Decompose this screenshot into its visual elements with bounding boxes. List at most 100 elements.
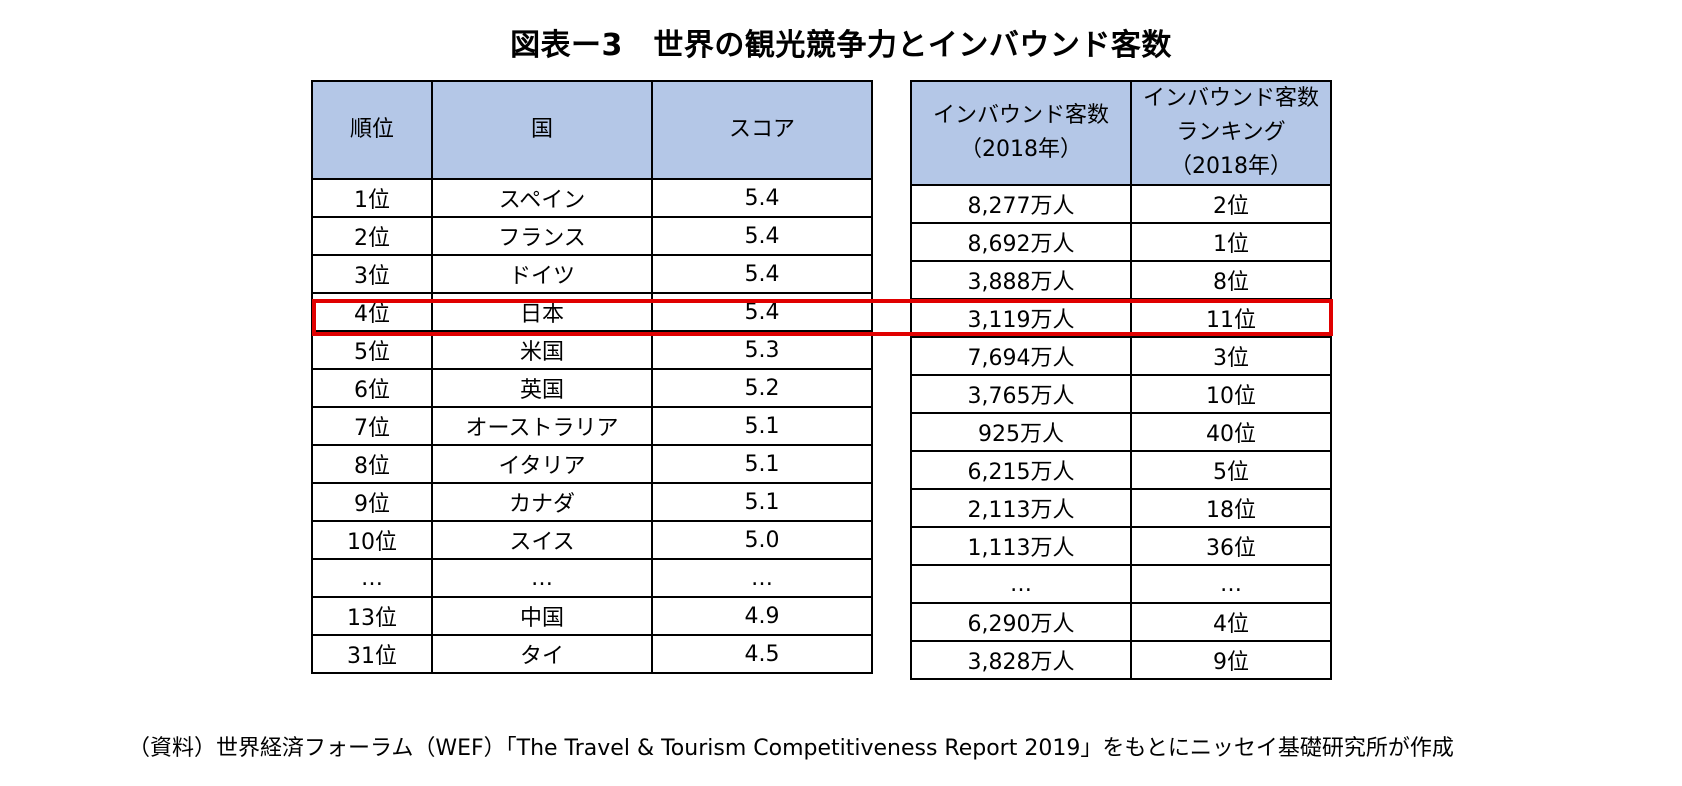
table-cell: … — [311, 558, 433, 598]
column-header: スコア — [651, 80, 873, 180]
table-cell: スイス — [431, 520, 653, 560]
table-cell: 米国 — [431, 330, 653, 370]
column-header: インバウンド客数 ランキング （2018年） — [1130, 80, 1332, 186]
table-row: 7位 オーストラリア 5.1 — [311, 406, 873, 446]
table-cell: 3,888万人 — [910, 260, 1132, 300]
table-row: 3,765万人 10位 — [910, 374, 1332, 414]
table-cell: … — [1130, 564, 1332, 604]
table-cell: 英国 — [431, 368, 653, 408]
table-cell: … — [651, 558, 873, 598]
table-cell: 4位 — [1130, 602, 1332, 642]
table-cell: フランス — [431, 216, 653, 256]
table-cell: 1,113万人 — [910, 526, 1132, 566]
table-row: 4位 日本 5.4 — [311, 292, 873, 332]
table-cell: 5.4 — [651, 292, 873, 332]
table-row: 1,113万人 36位 — [910, 526, 1332, 566]
table-row: 13位 中国 4.9 — [311, 596, 873, 636]
table-row: 3,888万人 8位 — [910, 260, 1332, 300]
table-row: 3,828万人 9位 — [910, 640, 1332, 680]
table-cell: 5.1 — [651, 444, 873, 484]
table-row: 10位 スイス 5.0 — [311, 520, 873, 560]
table-row: 3,119万人 11位 — [910, 298, 1332, 338]
table-row: 6,290万人 4位 — [910, 602, 1332, 642]
figure-title: 図表ー3 世界の観光競争力とインバウンド客数 — [510, 28, 1172, 63]
table-cell: 3,765万人 — [910, 374, 1132, 414]
source-note: （資料）世界経済フォーラム（WEF）「The Travel & Tourism … — [128, 736, 1454, 761]
table-cell: 1位 — [1130, 222, 1332, 262]
table-cell: オーストラリア — [431, 406, 653, 446]
table-cell: イタリア — [431, 444, 653, 484]
table-row: 5位 米国 5.3 — [311, 330, 873, 370]
table-row: 3位 ドイツ 5.4 — [311, 254, 873, 294]
table-cell: … — [910, 564, 1132, 604]
table-cell: スペイン — [431, 178, 653, 218]
table-row: 8位 イタリア 5.1 — [311, 444, 873, 484]
table-cell: 4位 — [311, 292, 433, 332]
table-cell: 3位 — [311, 254, 433, 294]
table-cell: 5.4 — [651, 178, 873, 218]
competitiveness-table: 順位国スコア 1位 スペイン 5.4 2位 フランス 5.4 3位 ドイツ 5.4 4位 日本 5.4 5… — [311, 80, 873, 674]
table-cell: 8,277万人 — [910, 184, 1132, 224]
table-cell: 925万人 — [910, 412, 1132, 452]
table-row: 7,694万人 3位 — [910, 336, 1332, 376]
table-cell: 日本 — [431, 292, 653, 332]
table-row: 8,692万人 1位 — [910, 222, 1332, 262]
table-cell: 4.5 — [651, 634, 873, 674]
table-row: 9位 カナダ 5.1 — [311, 482, 873, 522]
column-header-line: インバウンド客数 — [1142, 86, 1319, 111]
table-cell: 5.1 — [651, 406, 873, 446]
column-header: インバウンド客数 （2018年） — [910, 80, 1132, 186]
table-cell: 6,215万人 — [910, 450, 1132, 490]
table-cell: 6位 — [311, 368, 433, 408]
table-cell: 9位 — [311, 482, 433, 522]
table-cell: ドイツ — [431, 254, 653, 294]
table-cell: 10位 — [311, 520, 433, 560]
table-cell: 5.1 — [651, 482, 873, 522]
table-cell: 18位 — [1130, 488, 1332, 528]
column-header-line: ランキング — [1176, 120, 1286, 145]
table-cell: 5.4 — [651, 216, 873, 256]
inbound-table: インバウンド客数 （2018年） インバウンド客数 ランキング （2018年） 8,277… — [910, 80, 1332, 680]
table-cell: 1位 — [311, 178, 433, 218]
table-cell: 3,119万人 — [910, 298, 1132, 338]
table-cell: カナダ — [431, 482, 653, 522]
column-header-line: （2018年） — [960, 137, 1082, 162]
table-cell: 8,692万人 — [910, 222, 1132, 262]
column-header: 順位 — [311, 80, 433, 180]
table-cell: 5.3 — [651, 330, 873, 370]
table-cell: 40位 — [1130, 412, 1332, 452]
table-row: 925万人 40位 — [910, 412, 1332, 452]
table-row: …… — [910, 564, 1332, 604]
table-header-row: 順位国スコア — [311, 80, 873, 180]
table-cell: 11位 — [1130, 298, 1332, 338]
table-cell: 5.2 — [651, 368, 873, 408]
table-cell: タイ — [431, 634, 653, 674]
table-cell: 31位 — [311, 634, 433, 674]
table-row: 6位 英国 5.2 — [311, 368, 873, 408]
table-cell: 36位 — [1130, 526, 1332, 566]
table-cell: 3位 — [1130, 336, 1332, 376]
table-cell: 7位 — [311, 406, 433, 446]
column-header-line: インバウンド客数 — [932, 103, 1109, 128]
table-cell: 4.9 — [651, 596, 873, 636]
table-cell: 中国 — [431, 596, 653, 636]
table-cell: 5.0 — [651, 520, 873, 560]
table-cell: 3,828万人 — [910, 640, 1132, 680]
table-row: 8,277万人 2位 — [910, 184, 1332, 224]
table-cell: 6,290万人 — [910, 602, 1132, 642]
table-header-row: インバウンド客数 （2018年） インバウンド客数 ランキング （2018年） — [910, 80, 1332, 186]
table-cell: 8位 — [311, 444, 433, 484]
column-header: 国 — [431, 80, 653, 180]
table-row: 31位 タイ 4.5 — [311, 634, 873, 674]
table-cell: 10位 — [1130, 374, 1332, 414]
table-row: 2,113万人 18位 — [910, 488, 1332, 528]
table-cell: 5位 — [311, 330, 433, 370]
table-cell: 5.4 — [651, 254, 873, 294]
table-row: ……… — [311, 558, 873, 598]
table-cell: … — [431, 558, 653, 598]
table-row: 1位 スペイン 5.4 — [311, 178, 873, 218]
table-cell: 8位 — [1130, 260, 1332, 300]
table-cell: 9位 — [1130, 640, 1332, 680]
table-cell: 7,694万人 — [910, 336, 1132, 376]
table-cell: 2位 — [1130, 184, 1332, 224]
